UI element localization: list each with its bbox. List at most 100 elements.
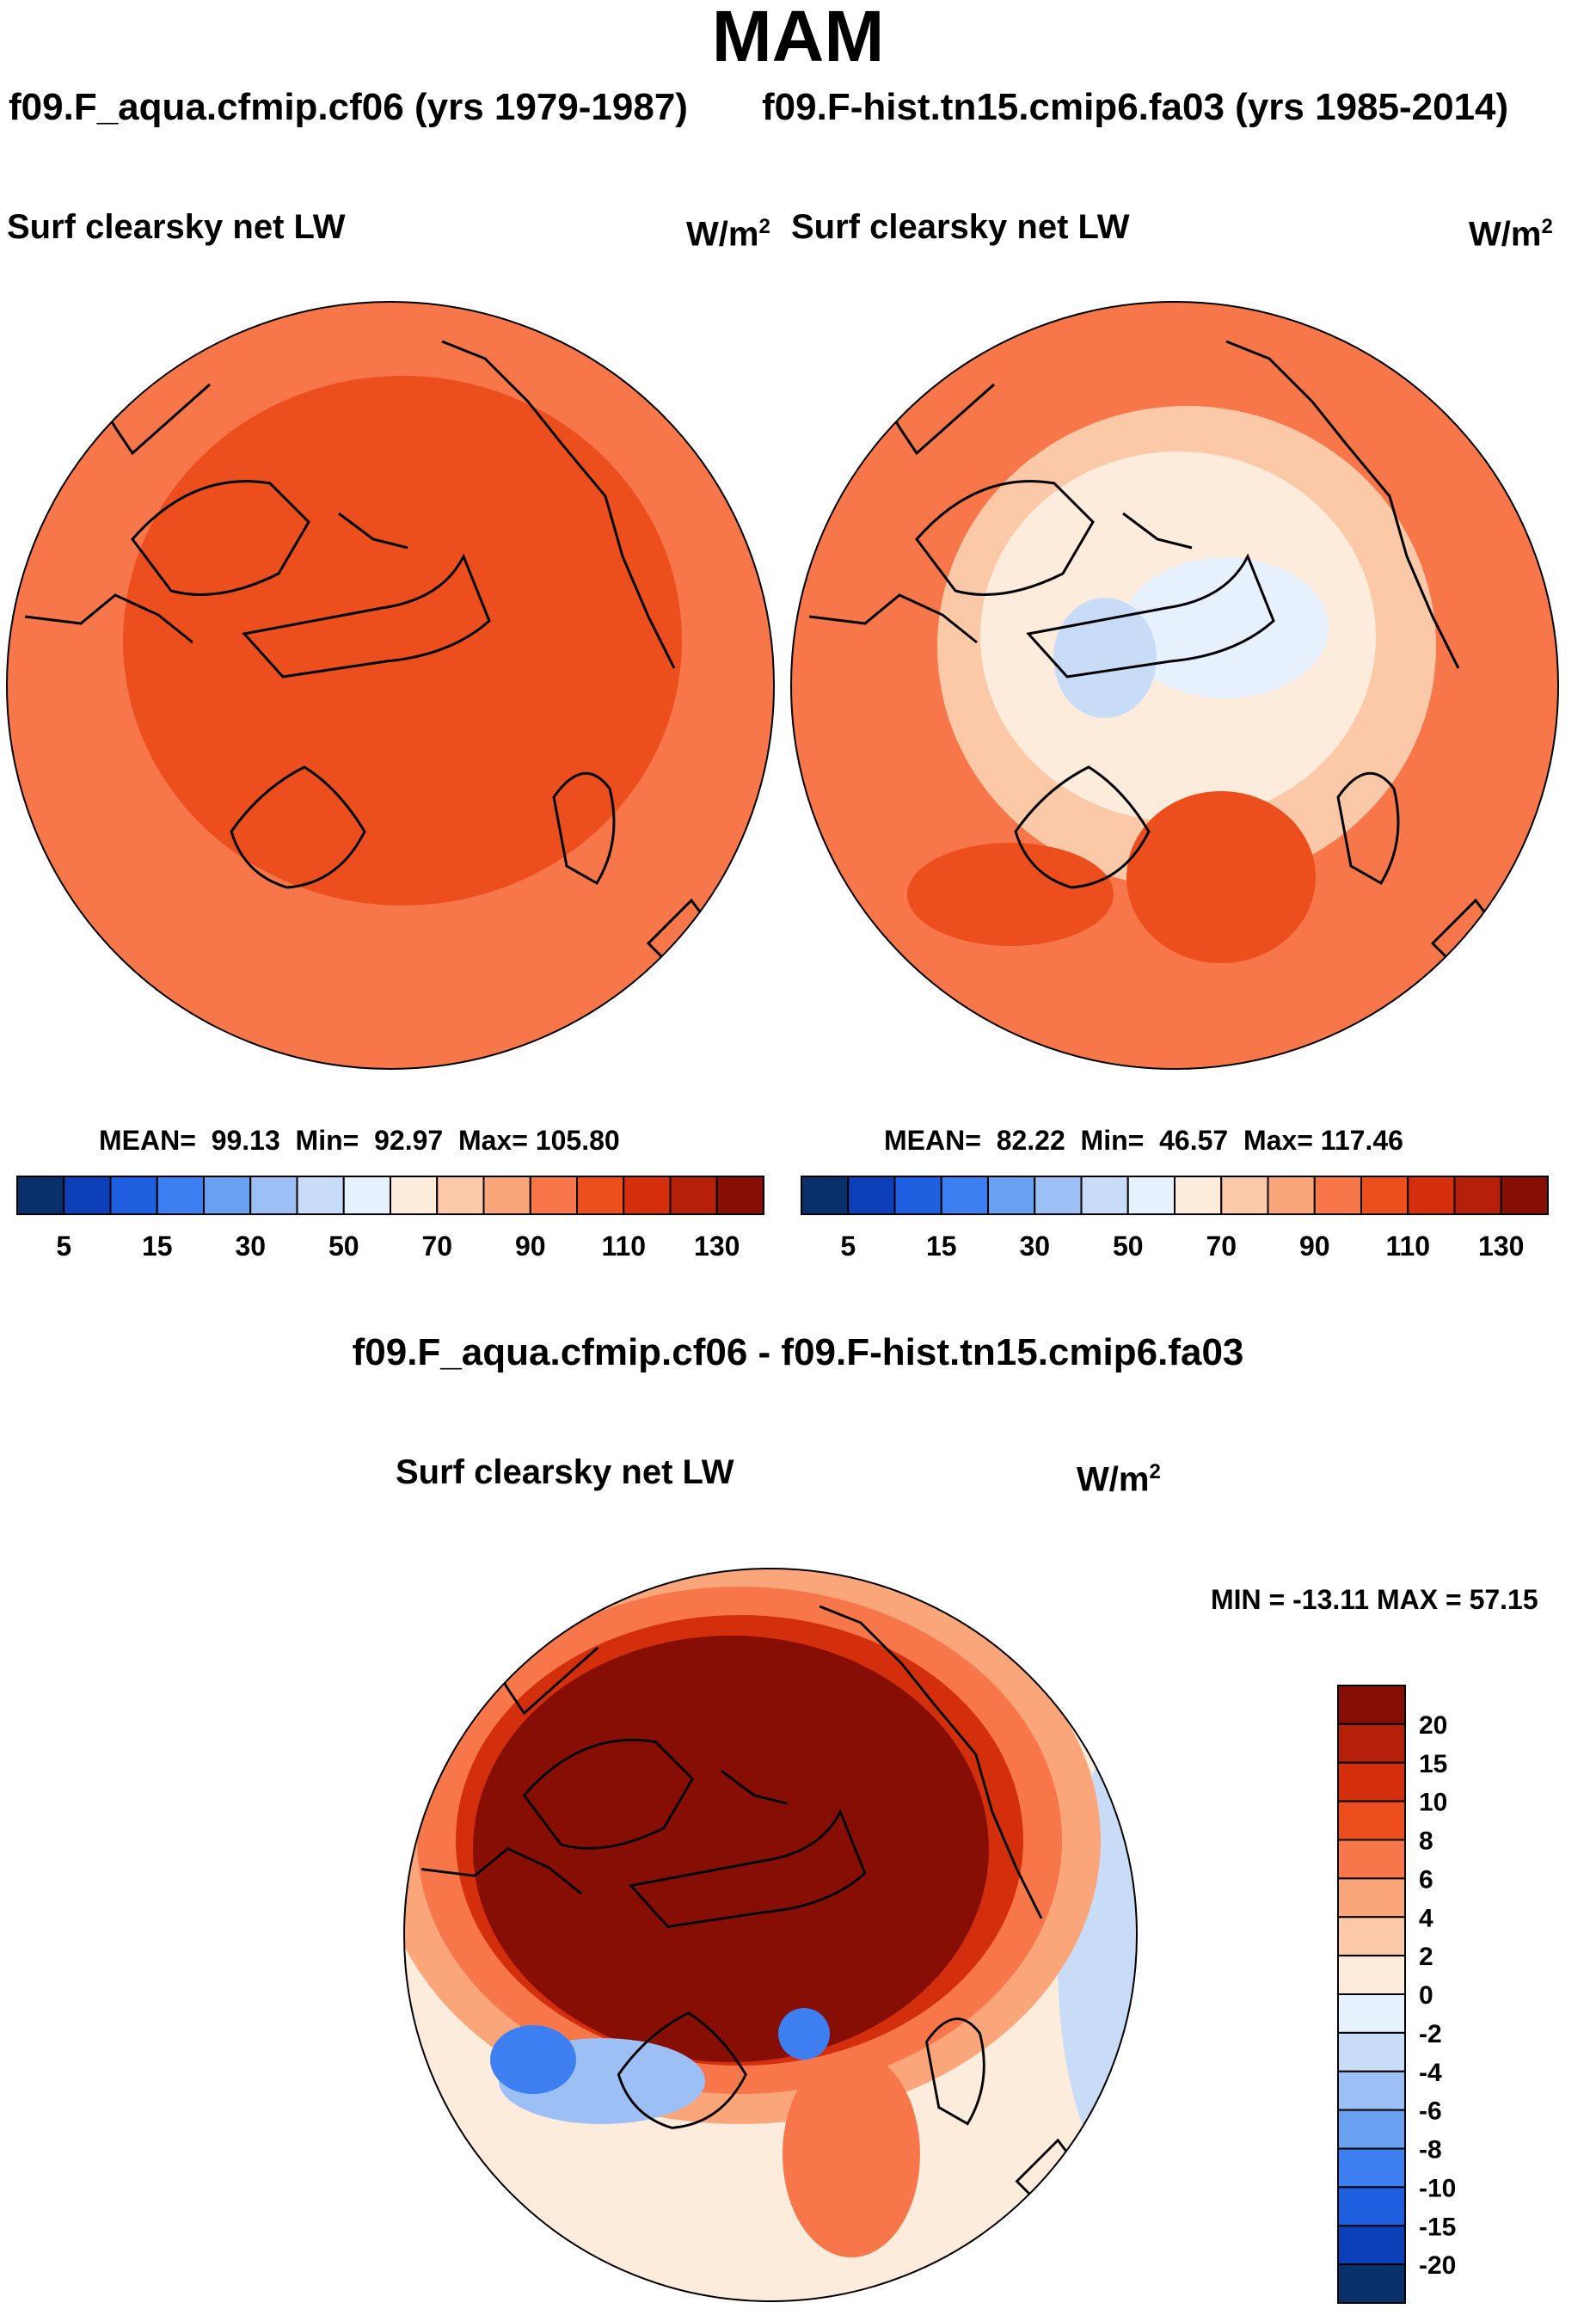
map-left-border — [6, 301, 775, 1070]
colorbar-right: 5 15 30 50 70 90 110 130 — [801, 1176, 1549, 1262]
colorbar-box — [436, 1176, 485, 1215]
colorbar-box — [1337, 1800, 1406, 1841]
colorbar-tick-label: 5 — [840, 1231, 856, 1262]
colorbar-box — [669, 1176, 718, 1215]
colorbar-box — [1337, 2263, 1406, 2304]
colorbar-tick-label: -15 — [1419, 2213, 1456, 2241]
colorbar-box — [1337, 1955, 1406, 1995]
map-right-border — [790, 301, 1559, 1070]
colorbar-tick-label: 70 — [421, 1231, 452, 1262]
colorbar-box — [1337, 2147, 1406, 2189]
colorbar-box — [1337, 1761, 1406, 1802]
colorbar-box — [342, 1176, 391, 1215]
colorbar-box — [156, 1176, 205, 1215]
diff-minmax: MIN = -13.11 MAX = 57.15 — [1211, 1584, 1538, 1615]
colorbar-box — [715, 1176, 764, 1215]
map-diff-border — [403, 1568, 1138, 2302]
panel-right-case-title: f09.F-hist.tn15.cmip6.fa03 (yrs 1985-201… — [762, 86, 1509, 128]
colorbar-tick-label: 50 — [1113, 1231, 1144, 1262]
stat-min: 92.97 — [374, 1125, 444, 1156]
diff-units: W/m2 — [1077, 1460, 1161, 1499]
colorbar-box — [529, 1176, 578, 1215]
stat-max: 117.46 — [1320, 1125, 1403, 1156]
map-left-field-100-110 — [123, 376, 682, 906]
colorbar-box — [576, 1176, 625, 1215]
colorbar-box — [296, 1176, 345, 1215]
colorbar-box — [1337, 1916, 1406, 1957]
colorbar-box — [847, 1176, 896, 1215]
figure-title: MAM — [711, 0, 885, 77]
colorbar-box — [1360, 1176, 1409, 1215]
colorbar-box — [1337, 1993, 1406, 2034]
colorbar-tick-label: -8 — [1419, 2136, 1442, 2165]
map-right-field-100-110 — [1126, 791, 1316, 963]
colorbar-box — [482, 1176, 531, 1215]
colorbar-box — [1080, 1176, 1129, 1215]
colorbar-box — [1034, 1176, 1083, 1215]
colorbar-box — [987, 1176, 1036, 1215]
colorbar-tick-label: 2 — [1419, 1943, 1433, 1971]
colorbar-tick-label: 50 — [328, 1231, 359, 1262]
map-right-field-50-60 — [1122, 557, 1329, 698]
colorbar-tick-label: 20 — [1419, 1711, 1447, 1740]
map-panel-diff — [404, 1569, 1137, 2301]
colorbar-box — [1337, 2109, 1406, 2150]
colorbar-tick-label: 110 — [601, 1231, 646, 1262]
panel-left-units: W/m2 — [686, 215, 770, 254]
colorbar-box — [1407, 1176, 1456, 1215]
colorbar-tick-label: -2 — [1419, 2020, 1442, 2048]
colorbar-tick-label: 130 — [694, 1231, 740, 1262]
colorbar-box — [1453, 1176, 1502, 1215]
colorbar-box — [1337, 1839, 1406, 1880]
colorbar-box — [109, 1176, 158, 1215]
colorbar-tick-label: 90 — [1299, 1231, 1330, 1262]
colorbar-tick-label: -6 — [1419, 2097, 1442, 2126]
map-panel-left — [7, 302, 774, 1069]
stat-max: 105.80 — [535, 1125, 620, 1156]
colorbar-tick-label: 70 — [1206, 1231, 1237, 1262]
colorbar-tick-label: 0 — [1419, 1981, 1433, 2010]
panel-right-variable: Surf clearsky net LW — [791, 208, 1130, 246]
colorbar-tick-label: 110 — [1385, 1231, 1430, 1262]
panel-left-stats: MEAN= 99.13 Min= 92.97 Max= 105.80 — [99, 1125, 620, 1156]
diff-title: f09.F_aqua.cfmip.cf06 - f09.F-hist.tn15.… — [352, 1331, 1244, 1373]
map-diff-field-gt-20 — [473, 1636, 989, 2062]
panel-right-stats: MEAN= 82.22 Min= 46.57 Max= 117.46 — [884, 1125, 1403, 1156]
colorbar-box — [1220, 1176, 1269, 1215]
colorbar-box — [940, 1176, 989, 1215]
colorbar-tick-label: 15 — [142, 1231, 173, 1262]
panel-left-variable: Surf clearsky net LW — [7, 208, 346, 246]
colorbar-box — [16, 1176, 65, 1215]
colorbar-tick-label: -20 — [1419, 2251, 1456, 2280]
colorbar-tick-label: 15 — [1419, 1750, 1447, 1778]
colorbar-box — [1337, 2031, 1406, 2072]
colorbar-left: 5 15 30 50 70 90 110 130 — [16, 1176, 764, 1262]
colorbar-tick-label: -10 — [1419, 2174, 1456, 2202]
stat-mean: 82.22 — [996, 1125, 1065, 1156]
colorbar-tick-label: 15 — [926, 1231, 957, 1262]
colorbar-tick-label: -4 — [1419, 2059, 1442, 2087]
panel-left-case-title: f09.F_aqua.cfmip.cf06 (yrs 1979-1987) — [9, 86, 688, 128]
colorbar-tick-label: 90 — [515, 1231, 546, 1262]
colorbar-box — [1500, 1176, 1549, 1215]
colorbar-tick-label: 5 — [56, 1231, 71, 1262]
colorbar-tick-label: 4 — [1419, 1904, 1433, 1932]
colorbar-box — [203, 1176, 252, 1215]
colorbar-box — [1337, 2225, 1406, 2266]
colorbar-box — [1337, 2070, 1406, 2111]
colorbar-tick-label: 130 — [1478, 1231, 1524, 1262]
colorbar-box — [1337, 2186, 1406, 2227]
colorbar-box — [1337, 1685, 1406, 1725]
colorbar-tick-label: 8 — [1419, 1827, 1433, 1856]
colorbar-box — [623, 1176, 672, 1215]
colorbar-box — [1337, 1877, 1406, 1919]
diff-variable: Surf clearsky net LW — [396, 1453, 734, 1491]
colorbar-box — [1174, 1176, 1223, 1215]
panel-right-units: W/m2 — [1469, 215, 1553, 254]
colorbar-box — [1337, 1722, 1406, 1764]
colorbar-box — [390, 1176, 439, 1215]
colorbar-tick-label: 10 — [1419, 1789, 1447, 1817]
map-panel-right — [791, 302, 1558, 1069]
colorbar-box — [1126, 1176, 1176, 1215]
